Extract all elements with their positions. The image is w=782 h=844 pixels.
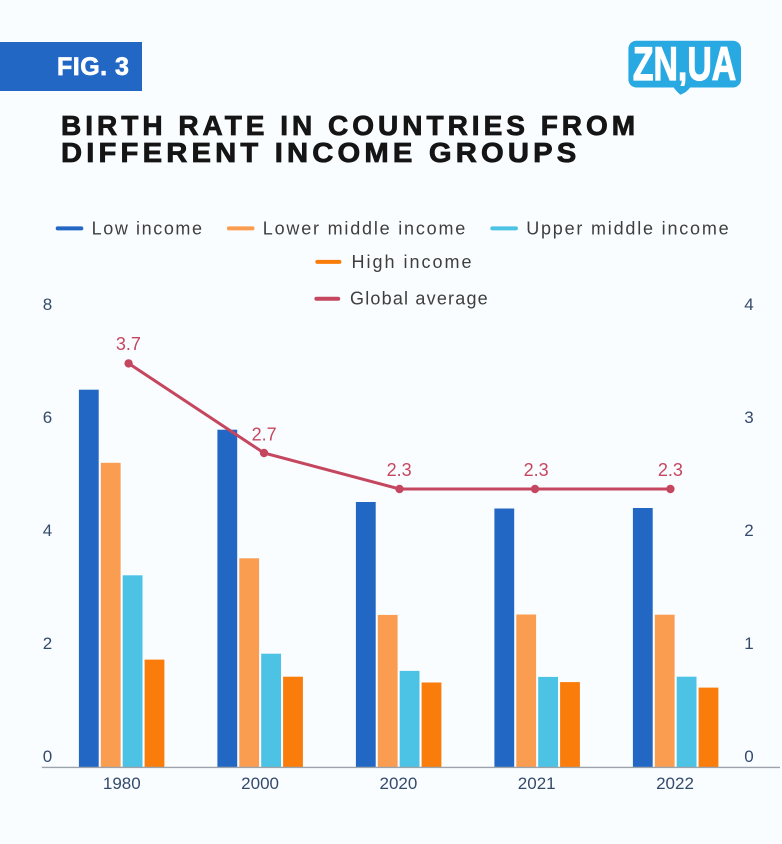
svg-text:8: 8 bbox=[43, 295, 52, 314]
svg-text:2.3: 2.3 bbox=[387, 460, 412, 480]
svg-text:1980: 1980 bbox=[103, 774, 141, 793]
svg-text:Global average: Global average bbox=[350, 289, 489, 309]
svg-text:2: 2 bbox=[43, 634, 52, 653]
svg-text:Low income: Low income bbox=[92, 218, 204, 238]
svg-text:6: 6 bbox=[43, 408, 52, 427]
svg-text:3.7: 3.7 bbox=[116, 334, 141, 354]
svg-text:Lower middle income: Lower middle income bbox=[263, 218, 467, 238]
svg-text:Upper middle income: Upper middle income bbox=[526, 218, 730, 238]
svg-text:2.3: 2.3 bbox=[524, 460, 549, 480]
svg-text:1: 1 bbox=[744, 634, 753, 653]
svg-text:4: 4 bbox=[744, 295, 753, 314]
svg-text:3: 3 bbox=[744, 408, 753, 427]
svg-text:2022: 2022 bbox=[656, 774, 694, 793]
svg-text:2020: 2020 bbox=[379, 774, 417, 793]
svg-text:0: 0 bbox=[744, 747, 753, 766]
svg-text:2: 2 bbox=[744, 521, 753, 540]
svg-text:0: 0 bbox=[43, 747, 52, 766]
svg-text:4: 4 bbox=[43, 521, 52, 540]
svg-text:2021: 2021 bbox=[518, 774, 556, 793]
svg-text:ZN,UA: ZN,UA bbox=[633, 38, 736, 91]
svg-text:2000: 2000 bbox=[241, 774, 279, 793]
svg-text:2.3: 2.3 bbox=[658, 460, 683, 480]
svg-text:High income: High income bbox=[352, 252, 474, 272]
svg-text:2.7: 2.7 bbox=[252, 425, 277, 445]
